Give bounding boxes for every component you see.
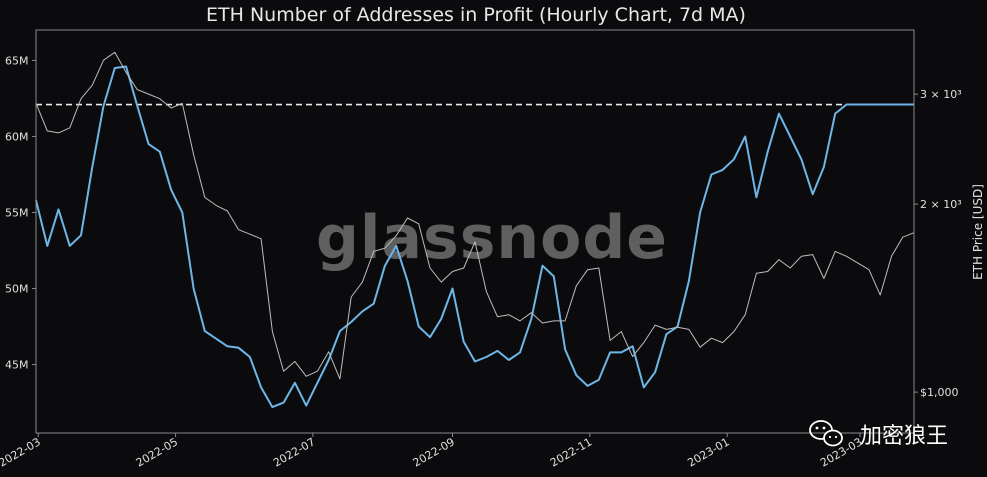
watermark: glassnode (316, 203, 668, 273)
y2-tick-label: 2 × 10³ (920, 198, 962, 211)
y-tick-label: 55M (5, 206, 29, 219)
wechat-icon (809, 420, 843, 447)
chart-title: ETH Number of Addresses in Profit (Hourl… (206, 4, 746, 26)
y2-tick-label: $1,000 (920, 386, 959, 399)
y-tick-label: 50M (5, 283, 29, 296)
addresses-in-profit-line (35, 65, 914, 409)
plot-frame (35, 29, 915, 434)
y-tick-label: 60M (5, 130, 29, 143)
y-tick-label: 65M (5, 54, 29, 67)
y2-axis-label: ETH Price [USD] (971, 184, 985, 280)
eth-price-line (35, 51, 915, 380)
y2-tick-label: 3 × 10³ (920, 88, 962, 101)
badge-text: 加密狼王 (860, 424, 948, 449)
y-tick-label: 45M (5, 359, 29, 372)
wechat-badge: 加密狼王 (809, 420, 948, 449)
